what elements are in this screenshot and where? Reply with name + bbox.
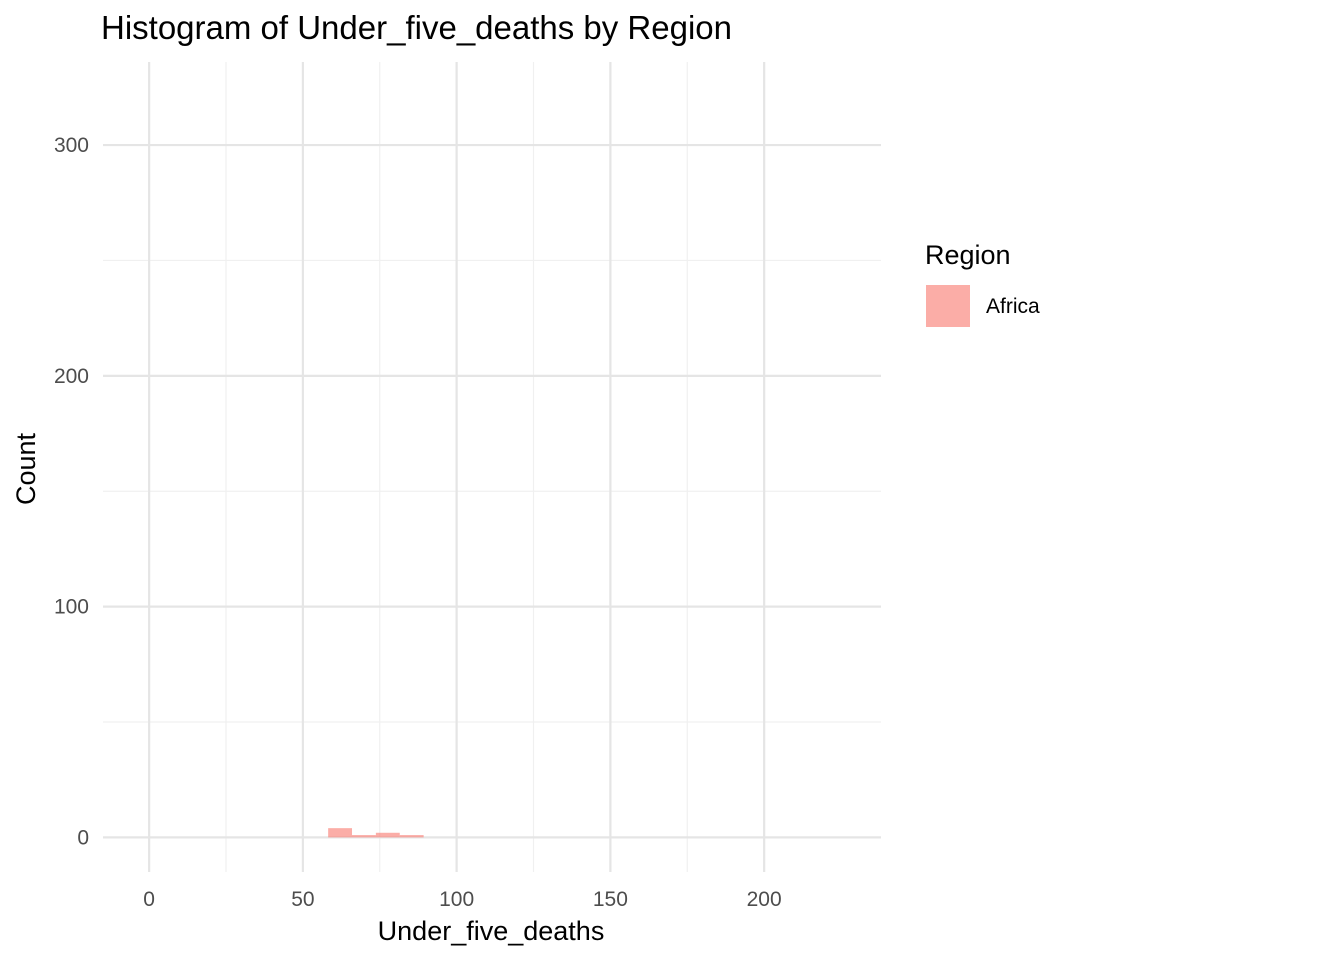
histogram-bar [352,835,376,838]
series-africa [328,828,424,838]
histogram-bar [399,835,424,838]
y-tick-label: 300 [54,134,89,157]
y-tick-label: 200 [54,365,89,388]
chart-title: Histogram of Under_five_deaths by Region [101,9,732,46]
y-axis-title: Count [11,432,41,505]
x-tick-label: 100 [439,888,474,911]
legend-title: Region [925,240,1011,270]
legend: Africa [926,285,1040,327]
plot-grid [103,62,881,872]
x-tick-label: 200 [747,888,782,911]
axis-tick-labels: 0 50 100 150 200 0 100 200 300 [54,134,782,911]
histogram-bar [375,832,400,838]
y-tick-label: 100 [54,596,89,619]
histogram-bar [328,828,353,838]
x-tick-label: 150 [593,888,628,911]
x-tick-label: 0 [143,888,155,911]
x-axis-title: Under_five_deaths [378,916,605,946]
legend-label: Africa [986,295,1040,318]
histogram-bars [328,828,424,838]
x-tick-label: 50 [291,888,314,911]
y-tick-label: 0 [77,826,89,849]
legend-key [926,285,970,327]
